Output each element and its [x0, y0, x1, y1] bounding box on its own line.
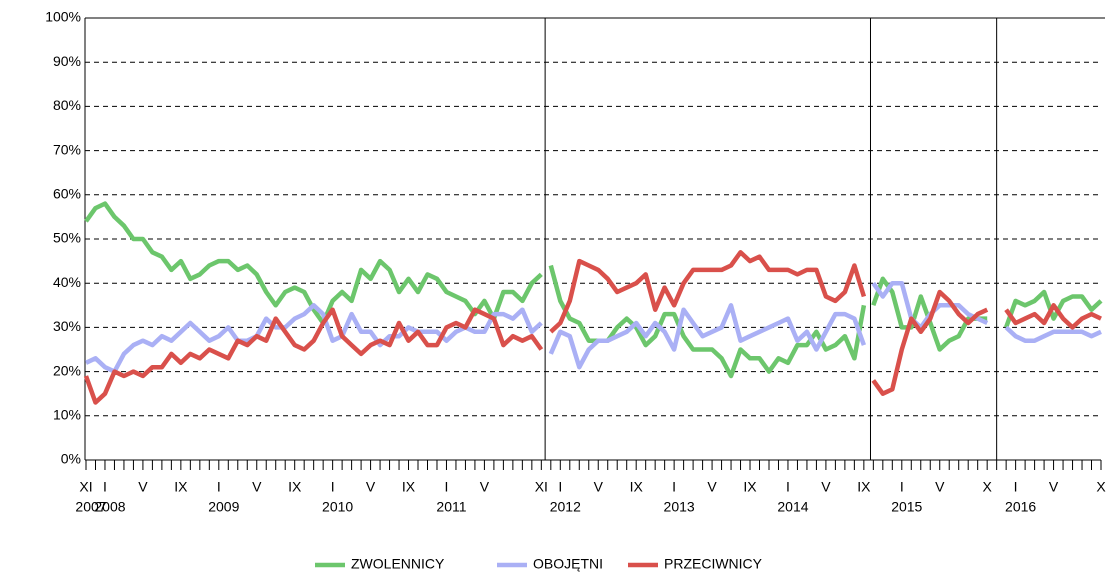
x-year-label: 2009	[208, 499, 239, 515]
x-tick-label: I	[445, 479, 449, 495]
x-tick-label: I	[786, 479, 790, 495]
x-tick-label: XI	[79, 479, 92, 495]
x-year-label: 2012	[550, 499, 581, 515]
y-tick-label: 0%	[61, 451, 81, 467]
series-line	[85, 280, 1102, 374]
y-tick-label: 30%	[53, 318, 81, 334]
x-tick-label: X	[1096, 479, 1106, 495]
y-tick-label: 20%	[53, 362, 81, 378]
x-tick-label: IX	[288, 479, 302, 495]
y-tick-label: 60%	[53, 186, 81, 202]
x-year-label: 2007	[75, 499, 106, 515]
x-tick-label: V	[935, 479, 945, 495]
x-tick-label: V	[480, 479, 490, 495]
x-tick-label: I	[217, 479, 221, 495]
x-tick-label: V	[252, 479, 262, 495]
x-year-label: 2016	[1005, 499, 1036, 515]
legend-label: ZWOLENNICY	[351, 556, 445, 572]
x-year-label: 2010	[322, 499, 353, 515]
x-tick-label: I	[1014, 479, 1018, 495]
x-tick-label: IX	[174, 479, 188, 495]
legend-label: OBOJĘTNI	[533, 556, 603, 572]
x-tick-label: V	[138, 479, 148, 495]
y-tick-label: 50%	[53, 230, 81, 246]
x-tick-label: IX	[630, 479, 644, 495]
legend-label: PRZECIWNICY	[664, 556, 763, 572]
y-tick-label: 100%	[45, 9, 81, 25]
x-tick-label: IX	[402, 479, 416, 495]
series-line	[83, 250, 1102, 405]
y-tick-label: 70%	[53, 141, 81, 157]
x-tick-label: IX	[743, 479, 757, 495]
x-tick-label: I	[558, 479, 562, 495]
x-tick-label: V	[821, 479, 831, 495]
series-line	[84, 201, 1103, 379]
x-tick-label: V	[594, 479, 604, 495]
y-tick-label: 40%	[53, 274, 81, 290]
x-tick-label: V	[1049, 479, 1059, 495]
x-tick-label: I	[331, 479, 335, 495]
x-tick-label: I	[672, 479, 676, 495]
x-year-label: 2015	[891, 499, 922, 515]
x-year-label: 2014	[777, 499, 808, 515]
x-tick-label: I	[103, 479, 107, 495]
x-tick-label: IX	[857, 479, 871, 495]
x-tick-label: XI	[535, 479, 548, 495]
y-tick-label: 80%	[53, 97, 81, 113]
y-tick-label: 10%	[53, 407, 81, 423]
x-year-label: 2013	[664, 499, 695, 515]
x-year-label: 2008	[94, 499, 125, 515]
x-tick-label: V	[366, 479, 376, 495]
x-tick-label: V	[707, 479, 717, 495]
x-year-label: 2011	[436, 499, 466, 515]
x-tick-label: I	[900, 479, 904, 495]
y-tick-label: 90%	[53, 53, 81, 69]
x-tick-label: X	[982, 479, 992, 495]
